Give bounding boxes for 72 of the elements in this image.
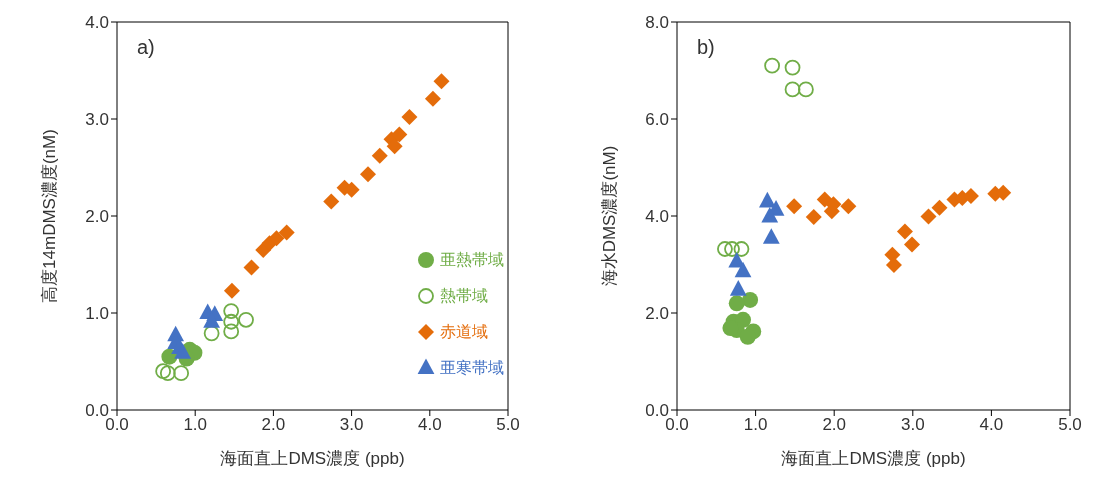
- point: [840, 198, 857, 215]
- x-tick-label: 1.0: [183, 415, 208, 435]
- y-axis-title: 高度14mDMS濃度(nM): [40, 129, 60, 303]
- point: [920, 208, 937, 225]
- y-tick-label: 8.0: [645, 13, 669, 33]
- point: [758, 191, 776, 208]
- point: [223, 323, 240, 340]
- point: [786, 198, 803, 215]
- legend-label: 亜寒帯域: [440, 357, 504, 378]
- y-tick-label: 1.0: [85, 304, 109, 324]
- text: a): [137, 36, 155, 59]
- point: [278, 224, 295, 241]
- point: [243, 259, 260, 276]
- point: [805, 208, 822, 225]
- y-tick-label: 2.0: [645, 304, 669, 324]
- point: [762, 228, 780, 244]
- point: [724, 241, 740, 257]
- y-tick-label: 6.0: [645, 110, 669, 130]
- x-tick-label: 1.0: [743, 415, 768, 435]
- x-axis-title: 海面直上DMS濃度 (ppb): [220, 449, 405, 469]
- point: [784, 81, 801, 98]
- x-axis-title: 海面直上DMS濃度 (ppb): [781, 449, 966, 469]
- point: [203, 325, 220, 342]
- point: [896, 223, 913, 240]
- x-tick-label: 4.0: [417, 415, 442, 435]
- point: [784, 59, 801, 76]
- point: [268, 230, 285, 247]
- point: [223, 313, 240, 330]
- x-tick-label: 3.0: [900, 415, 925, 435]
- x-tick-label: 3.0: [339, 415, 364, 435]
- point: [733, 241, 750, 257]
- point: [238, 311, 254, 328]
- y-tick-label: 4.0: [645, 207, 669, 227]
- point: [371, 147, 388, 164]
- x-tick-label: 4.0: [979, 415, 1004, 435]
- point: [764, 57, 781, 74]
- point: [761, 206, 779, 223]
- y-tick-label: 3.0: [85, 110, 109, 130]
- x-tick-label: 5.0: [496, 415, 520, 435]
- point: [931, 199, 948, 216]
- y-axis-title: 海水DMS濃度(nM): [600, 145, 620, 287]
- point: [729, 280, 747, 296]
- point: [173, 365, 190, 382]
- x-tick-label: 0.0: [105, 415, 129, 435]
- point: [717, 241, 733, 257]
- point: [424, 90, 441, 107]
- point: [174, 343, 192, 359]
- point: [323, 193, 340, 210]
- text: b): [697, 36, 715, 59]
- point: [401, 109, 418, 126]
- point: [159, 365, 176, 382]
- point: [391, 126, 408, 143]
- point: [223, 303, 240, 319]
- point: [360, 166, 377, 183]
- point: [739, 328, 756, 345]
- point: [223, 282, 240, 299]
- y-tick-label: 2.0: [85, 207, 109, 227]
- point: [798, 81, 814, 98]
- point: [904, 236, 921, 253]
- legend-label: 赤道域: [440, 321, 488, 342]
- point: [742, 291, 759, 308]
- point: [734, 261, 752, 278]
- point: [155, 363, 172, 380]
- x-tick-label: 2.0: [822, 415, 847, 435]
- point: [728, 295, 745, 312]
- legend-label: 亜熱帯域: [440, 249, 504, 270]
- legend-label: 熱帯域: [440, 285, 488, 306]
- x-tick-label: 5.0: [1058, 415, 1082, 435]
- point: [433, 73, 450, 90]
- x-tick-label: 0.0: [665, 415, 689, 435]
- y-tick-label: 4.0: [85, 13, 109, 33]
- x-tick-label: 2.0: [261, 415, 286, 435]
